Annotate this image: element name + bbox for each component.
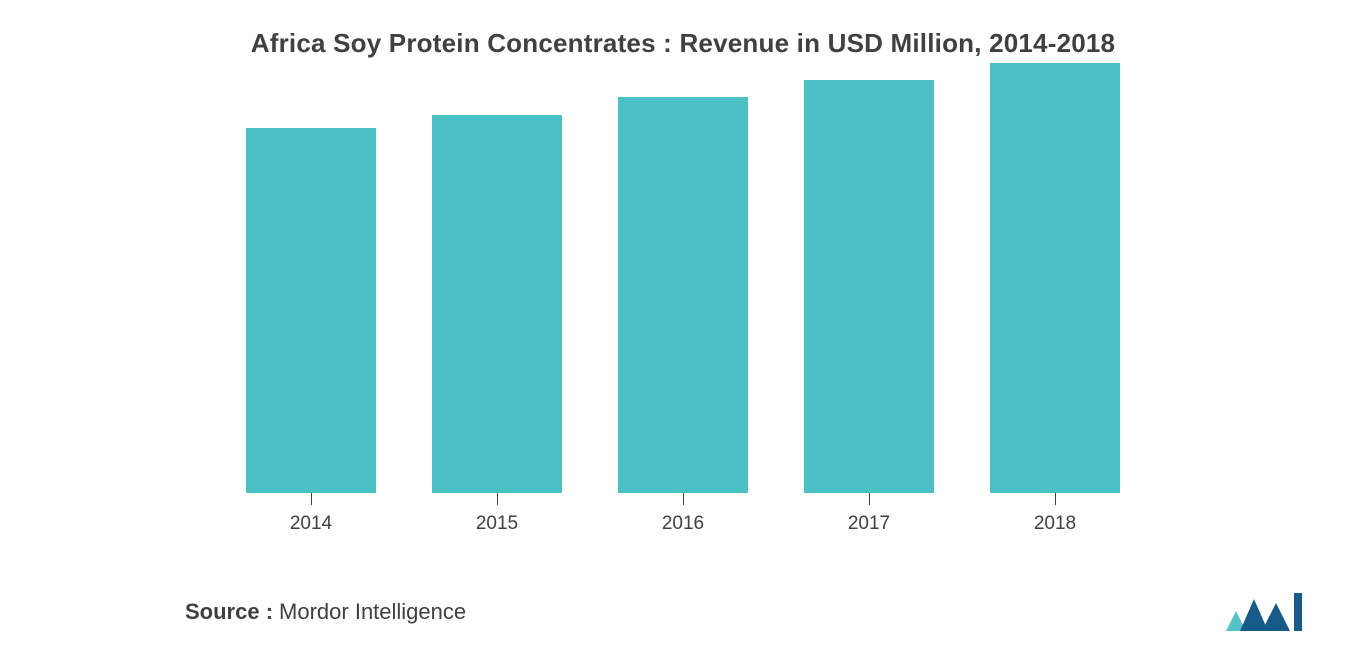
bar xyxy=(246,128,376,494)
bar-slot: 2014 xyxy=(246,128,376,536)
axis-tick xyxy=(683,493,684,505)
bar xyxy=(804,80,934,493)
bar-slot: 2016 xyxy=(618,97,748,535)
source-value: Mordor Intelligence xyxy=(279,599,466,625)
x-axis-label: 2015 xyxy=(476,513,518,535)
source-label: Source : xyxy=(185,599,273,625)
x-axis-label: 2014 xyxy=(290,513,332,535)
x-axis-label: 2016 xyxy=(662,513,704,535)
bar xyxy=(990,63,1120,493)
axis-tick xyxy=(869,493,870,505)
chart-title: Africa Soy Protein Concentrates : Revenu… xyxy=(40,28,1326,59)
bar-slot: 2018 xyxy=(990,63,1120,535)
plot-area: 2014 2015 2016 2017 2018 xyxy=(40,65,1326,535)
axis-tick xyxy=(497,493,498,505)
source-footer: Source : Mordor Intelligence xyxy=(185,599,466,625)
axis-tick xyxy=(311,493,312,505)
chart-container: Africa Soy Protein Concentrates : Revenu… xyxy=(0,0,1366,655)
axis-tick xyxy=(1055,493,1056,505)
x-axis-label: 2017 xyxy=(848,513,890,535)
bar-slot: 2017 xyxy=(804,80,934,535)
bar xyxy=(618,97,748,493)
bar-slot: 2015 xyxy=(432,115,562,535)
brand-logo-icon xyxy=(1226,585,1306,631)
bar xyxy=(432,115,562,493)
x-axis-label: 2018 xyxy=(1034,513,1076,535)
